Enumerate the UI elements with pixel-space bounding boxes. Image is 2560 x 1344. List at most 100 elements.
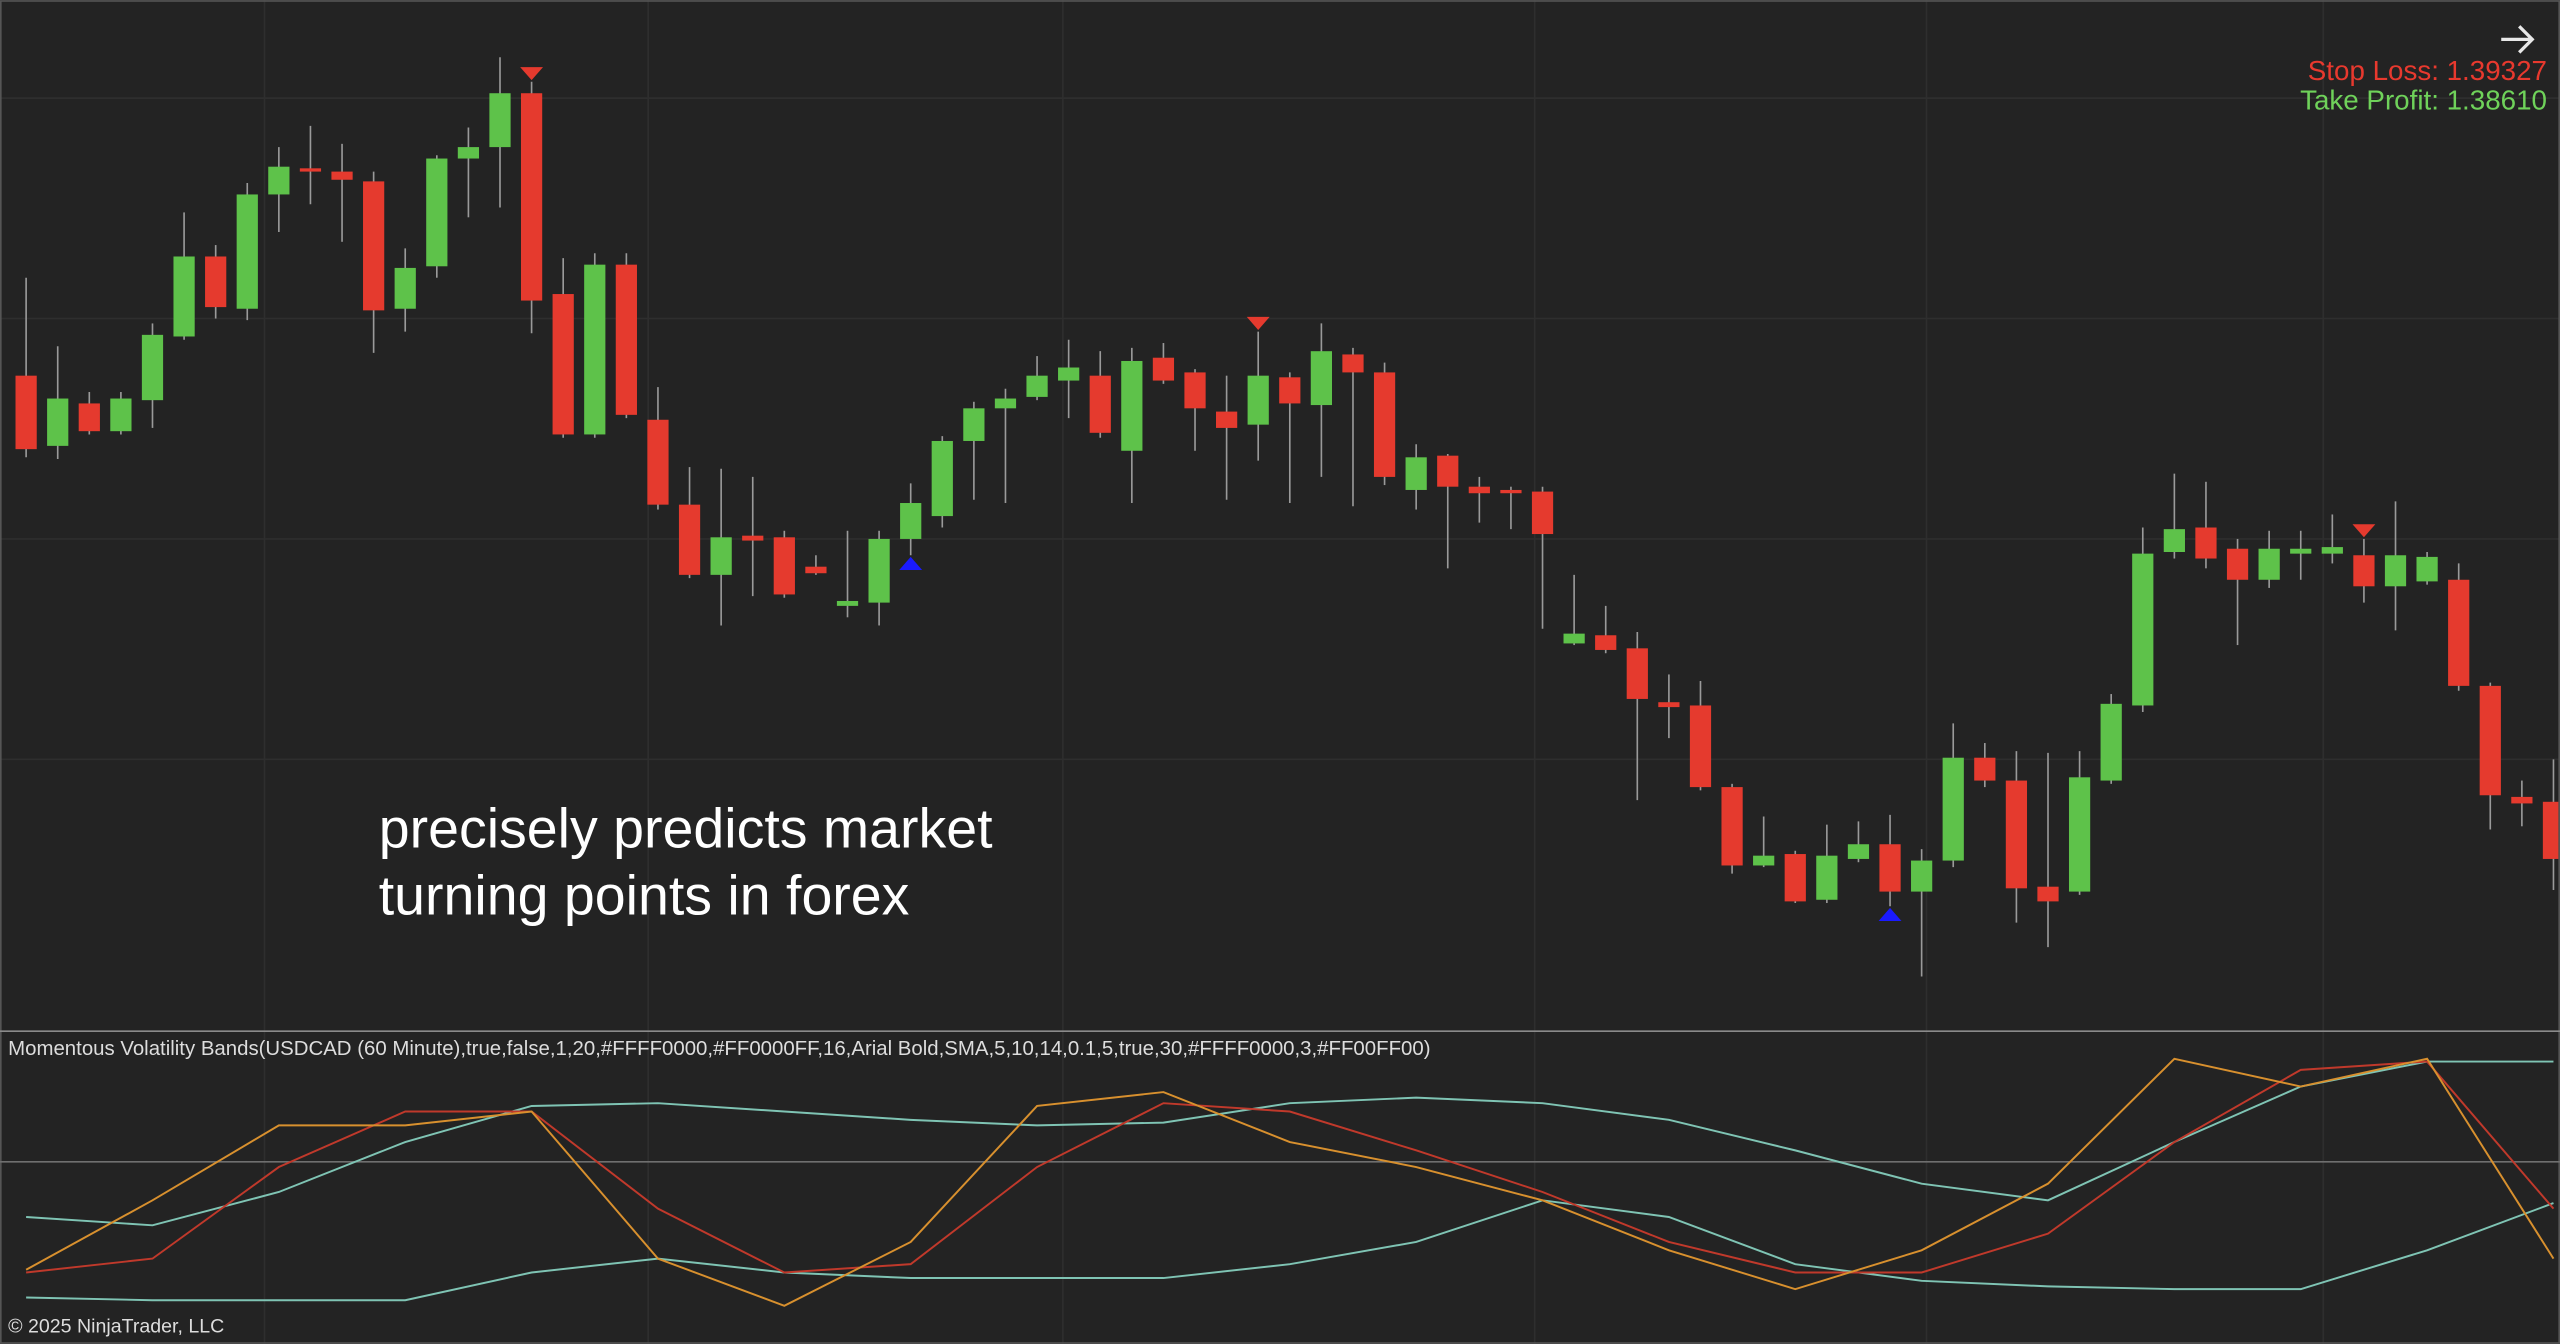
indicator-panel — [25, 1057, 2555, 1307]
price-panel — [15, 57, 2559, 977]
candle-body — [615, 264, 637, 415]
indicator-line — [26, 1060, 2554, 1227]
candle-body — [1121, 360, 1143, 451]
candle-body — [1373, 372, 1396, 477]
candle-body — [520, 93, 543, 301]
candle-body — [805, 566, 827, 574]
candle-body — [2258, 548, 2280, 580]
candle-body — [205, 256, 227, 308]
candle-body — [2290, 548, 2312, 554]
candle-body — [584, 264, 606, 435]
candle-body — [2321, 547, 2343, 554]
arrow-icon[interactable] — [2501, 25, 2535, 54]
indicator-title: Momentous Volatility Bands(USDCAD (60 Mi… — [8, 1038, 1430, 1060]
candle-body — [2132, 553, 2154, 706]
candle-body — [394, 267, 416, 309]
candle-body — [268, 166, 290, 195]
candle-body — [1974, 757, 1996, 781]
stop-loss: Stop Loss: 1.39327 — [2308, 55, 2547, 86]
candle-body — [900, 503, 922, 539]
copyright: © 2025 NinjaTrader, LLC — [8, 1315, 224, 1337]
candle-body — [1911, 860, 1933, 892]
candle-body — [426, 158, 448, 267]
candle-body — [710, 537, 732, 575]
candle-body — [1500, 489, 1522, 494]
candle-body — [1753, 855, 1775, 866]
candle-body — [2005, 780, 2028, 889]
candle-body — [1247, 375, 1269, 425]
candle-body — [2479, 685, 2501, 796]
candle-body — [2448, 579, 2470, 686]
caption: precisely predicts market — [379, 798, 993, 860]
candle-body — [1563, 633, 1585, 644]
candle-body — [2068, 777, 2091, 892]
candle-body — [836, 600, 859, 606]
candle-body — [363, 181, 385, 311]
candle-body — [2195, 527, 2217, 559]
candle-body — [552, 294, 574, 435]
candle-body — [1058, 367, 1080, 381]
candle-body — [1531, 491, 1554, 535]
candle-body — [1089, 375, 1111, 433]
candle-body — [647, 419, 669, 505]
candle-body — [1784, 854, 1806, 902]
candle-body — [1342, 354, 1364, 373]
sell-signal — [1246, 316, 1270, 330]
sell-signal — [520, 67, 544, 81]
candle-body — [1405, 457, 1427, 490]
candle-body — [742, 535, 764, 541]
candle-body — [1879, 844, 1901, 892]
candle-body — [2416, 556, 2438, 582]
candle-body — [2384, 555, 2407, 587]
candle-body — [1279, 377, 1301, 404]
candle-body — [963, 408, 985, 441]
take-profit: Take Profit: 1.38610 — [2300, 85, 2547, 116]
candle-body — [931, 440, 953, 517]
candle-body — [1942, 757, 1964, 861]
indicator-line — [26, 1060, 2555, 1274]
candle-body — [678, 504, 701, 575]
candle-body — [2542, 801, 2559, 859]
candle-body — [1437, 455, 1459, 487]
caption: turning points in forex — [379, 864, 910, 926]
candle-body — [1595, 635, 1617, 650]
candle-body — [1152, 357, 1175, 381]
candle-body — [331, 171, 353, 180]
candle-body — [78, 403, 100, 432]
candle-body — [299, 168, 322, 172]
candle-body — [110, 398, 132, 432]
candle-body — [1626, 648, 1648, 699]
candle-body — [2037, 886, 2059, 902]
candle-body — [2353, 555, 2375, 587]
candle-body — [47, 398, 69, 446]
candle-body — [1689, 705, 1712, 788]
candle-body — [1216, 411, 1238, 428]
candle-body — [141, 334, 164, 401]
candle-body — [1816, 855, 1838, 900]
indicator-line — [25, 1057, 2555, 1307]
candle-body — [868, 538, 890, 603]
candle-body — [489, 93, 511, 148]
candle-body — [2163, 529, 2185, 552]
candle-body — [1847, 844, 1870, 859]
candle-body — [1658, 702, 1680, 708]
candle-body — [236, 194, 258, 309]
candle-body — [1468, 486, 1490, 494]
indicator-line — [26, 1199, 2554, 1302]
candle-body — [1184, 372, 1206, 409]
candle-body — [173, 256, 195, 337]
candle-body — [2226, 548, 2249, 580]
candle-body — [1721, 787, 1743, 866]
candle-body — [1026, 375, 1048, 397]
candle-body — [773, 537, 795, 595]
candle-body — [1310, 351, 1332, 406]
candle-body — [457, 147, 480, 159]
buy-signal — [1878, 907, 1902, 921]
buy-signal — [899, 556, 923, 570]
candle-body — [15, 375, 37, 450]
candle-body — [2100, 703, 2122, 781]
